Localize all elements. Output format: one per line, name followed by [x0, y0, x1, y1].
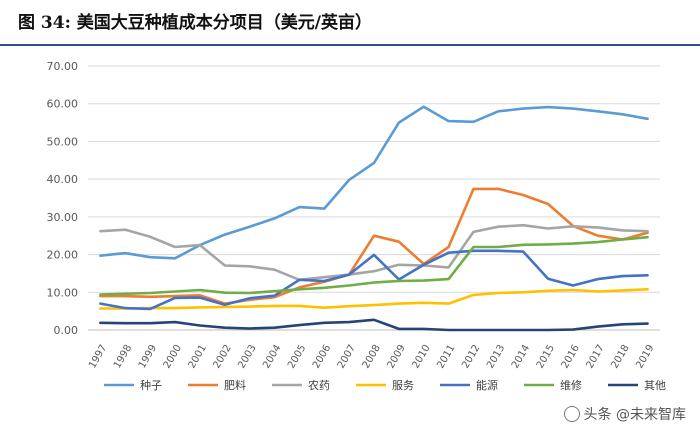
series-lines [99, 105, 649, 332]
x-tick-label: 2010 [410, 343, 432, 371]
x-tick-label: 2013 [485, 343, 507, 371]
series-line-3 [99, 223, 649, 282]
x-tick-label: 2012 [460, 343, 482, 371]
legend-label: 服务 [392, 379, 414, 392]
x-tick-label: 1997 [87, 343, 109, 371]
watermark-logo-icon [563, 406, 580, 422]
x-tick-label: 2018 [609, 343, 631, 371]
x-tick-label: 1999 [137, 343, 159, 371]
x-tick-label: 2006 [311, 343, 333, 371]
y-tick-label: 10.00 [47, 286, 79, 299]
y-tick-label: 0.00 [54, 324, 79, 337]
legend-label: 维修 [560, 378, 582, 392]
legend-label: 能源 [476, 378, 498, 392]
y-axis-tick-labels: 0.00 10.00 20.00 30.00 40.00 50.00 60.00 70.00 [47, 60, 79, 337]
x-tick-label: 2004 [261, 343, 283, 371]
x-tick-label: 2014 [510, 343, 532, 371]
series-line-7 [99, 318, 649, 332]
legend-label: 肥料 [224, 378, 246, 392]
x-tick-label: 2003 [236, 343, 258, 371]
legend: 种子 肥料 农药 服务 能源 维修 其他 [104, 378, 666, 392]
y-tick-label: 30.00 [47, 211, 79, 224]
watermark-text: 头条 @未来智库 [583, 407, 686, 423]
y-tick-label: 60.00 [47, 98, 79, 111]
x-tick-label: 1998 [112, 343, 134, 371]
x-tick-label: 2011 [435, 343, 457, 371]
x-tick-label: 2008 [361, 343, 383, 371]
x-tick-label: 2019 [634, 343, 656, 371]
x-tick-label: 2009 [386, 343, 408, 371]
x-tick-label: 2000 [162, 343, 184, 371]
x-tick-label: 2016 [560, 343, 582, 371]
y-tick-label: 40.00 [47, 173, 79, 186]
y-tick-label: 70.00 [47, 60, 79, 73]
series-line-6 [99, 235, 649, 296]
series-line-5 [99, 249, 649, 311]
x-tick-label: 2001 [187, 343, 209, 371]
title-divider [0, 44, 700, 46]
y-tick-label: 50.00 [47, 135, 79, 148]
series-line-1 [99, 105, 649, 260]
y-tick-label: 20.00 [47, 249, 79, 262]
x-tick-label: 2005 [286, 343, 308, 371]
watermark: 头条 @未来智库 [560, 404, 686, 424]
legend-label: 农药 [308, 378, 330, 392]
x-tick-label: 2015 [535, 343, 557, 371]
x-tick-label: 2017 [585, 343, 607, 371]
x-tick-label: 2002 [211, 343, 233, 371]
legend-label: 种子 [140, 378, 162, 392]
series-line-4 [99, 287, 649, 310]
figure-title: 图 34: 美国大豆种植成本分项目（美元/英亩） [18, 13, 372, 33]
x-tick-label: 2007 [336, 343, 358, 371]
x-axis-tick-labels: 1997 1998 1999 2000 2001 2002 2003 2004 2005 2006… [87, 343, 656, 371]
legend-label: 其他 [644, 379, 666, 392]
series-line-2 [99, 187, 649, 305]
